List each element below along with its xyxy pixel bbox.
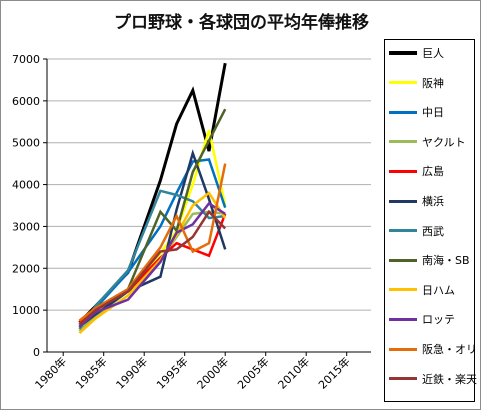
y-tick-label: 0 <box>33 346 40 359</box>
legend-swatch <box>389 81 417 85</box>
legend-label: 巨人 <box>422 47 444 60</box>
series-line-7 <box>78 108 227 328</box>
legend-label: ロッテ <box>422 313 455 327</box>
legend-item: ヤクルト <box>389 134 466 150</box>
legend-item: 広島 <box>389 163 444 179</box>
legend-label: 南海・SB <box>422 254 470 268</box>
x-tick-label: 2015年 <box>315 354 352 391</box>
series-line-0 <box>78 62 227 324</box>
legend-item: ロッテ <box>389 311 455 327</box>
x-tick-label: 2005年 <box>234 354 271 391</box>
legend-item: 南海・SB <box>389 252 470 268</box>
legend-label: 日ハム <box>422 283 455 297</box>
legend-item: 西武 <box>389 223 444 239</box>
legend-item: 横浜 <box>389 193 444 209</box>
legend-label: 近鉄・楽天 <box>422 372 477 386</box>
legend-label: 中日 <box>422 106 444 120</box>
series-line-10 <box>78 163 227 322</box>
legend-swatch <box>389 288 417 292</box>
series-line-11 <box>78 209 227 326</box>
x-tick-label: 2000年 <box>194 354 231 391</box>
y-tick-label: 4000 <box>12 179 40 192</box>
legend-item: 阪神 <box>389 75 444 91</box>
legend-swatch <box>389 110 417 114</box>
y-tick-label: 1000 <box>12 304 40 317</box>
legend-label: 西武 <box>422 224 444 238</box>
y-tick-label: 2000 <box>12 262 40 275</box>
y-tick-label: 6000 <box>12 95 40 108</box>
legend-swatch <box>389 140 417 144</box>
legend-label: 阪急・オリ <box>422 343 477 356</box>
x-tick-label: 1980年 <box>32 354 69 391</box>
legend-label: 広島 <box>422 165 444 179</box>
legend-item: 日ハム <box>389 282 455 298</box>
chart-title: プロ野球・各球団の平均年俸推移 <box>114 13 369 33</box>
y-tick-label: 7000 <box>12 53 40 66</box>
legend-label: 横浜 <box>422 195 444 208</box>
legend-swatch <box>389 229 417 233</box>
y-tick-label: 5000 <box>12 137 40 150</box>
legend-item: 近鉄・楽天 <box>389 371 477 387</box>
legend-item: 巨人 <box>389 45 444 61</box>
series-line-2 <box>78 158 227 326</box>
legend-swatch <box>389 258 417 262</box>
legend-label: ヤクルト <box>422 135 466 149</box>
legend-item: 阪急・オリ <box>389 341 477 357</box>
legend-swatch <box>389 377 417 381</box>
legend-item: 中日 <box>389 104 444 120</box>
x-tick-label: 1985年 <box>72 354 109 391</box>
legend-swatch <box>389 169 417 173</box>
y-tick-label: 3000 <box>12 220 40 233</box>
legend-swatch <box>389 317 417 321</box>
legend-swatch <box>389 199 417 203</box>
legend: 巨人阪神中日ヤクルト広島横浜西武南海・SB 日ハムロッテ阪急・オリ近鉄・楽天 <box>384 39 477 402</box>
x-tick-label: 2010年 <box>275 354 312 391</box>
legend-swatch <box>389 51 417 55</box>
series-line-9 <box>78 201 226 328</box>
x-tick-label: 1990年 <box>113 354 150 391</box>
x-tick-label: 1995年 <box>153 354 190 391</box>
legend-swatch <box>389 347 417 351</box>
legend-label: 阪神 <box>422 76 444 90</box>
